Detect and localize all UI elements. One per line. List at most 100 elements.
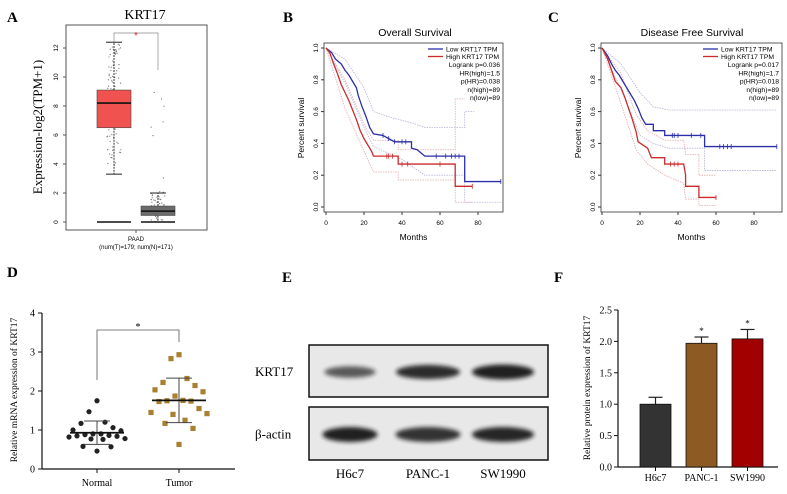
data-point (162, 191, 164, 193)
y-tick-label: 2 (53, 191, 60, 195)
y-tick-label: 12 (53, 44, 60, 52)
data-point (118, 77, 120, 79)
stat-label: n(low)=89 (749, 95, 779, 102)
x-axis-label: Months (400, 232, 428, 242)
ci-upper-line (325, 47, 465, 151)
panel-b-overall-survival: Overall Survival 0.0 0.2 0.4 0.6 0.8 1.0 0 20 40 6… (296, 27, 504, 242)
legend-label: Low KRT17 TPM (721, 47, 773, 54)
ci-lower-line (325, 47, 501, 203)
stat-label: p(HR)=0.038 (461, 79, 500, 86)
data-point (116, 141, 118, 143)
x-tick-label: SW1990 (730, 473, 765, 484)
data-point (117, 43, 120, 45)
chart-title: KRT17 (124, 8, 165, 23)
significance-star: * (745, 318, 750, 328)
data-point (163, 105, 165, 107)
significance-bracket (96, 329, 180, 380)
y-tick-label: 2.5 (600, 306, 613, 317)
data-point (156, 196, 158, 198)
data-point (160, 198, 162, 201)
plot-frame (65, 24, 208, 231)
panel-label: B (283, 10, 293, 26)
box-normal (140, 192, 176, 223)
data-point (109, 135, 111, 137)
data-point (120, 151, 122, 154)
data-point (107, 87, 109, 89)
y-tick-label: 0 (30, 465, 35, 476)
data-point (114, 128, 116, 130)
data-point (108, 56, 110, 58)
data-point (160, 219, 163, 221)
y-tick-label: 0 (53, 220, 60, 224)
ci-lower-line (325, 47, 473, 203)
data-point (176, 352, 182, 358)
survival-curve-high (601, 47, 716, 199)
data-point (115, 133, 117, 135)
data-point (109, 153, 111, 155)
data-point (86, 409, 92, 415)
data-point (150, 199, 152, 201)
chart-title: Disease Free Survival (641, 27, 744, 39)
panel-e-western-blot: KRT17 β-actin H6c7 PANC-1 SW1990 (255, 344, 549, 481)
x-tick-note: (num(T)=179; num(N)=171) (99, 245, 173, 251)
y-axis-label: Percent survival (573, 98, 583, 159)
y-tick-label: 4 (30, 309, 35, 320)
data-point (109, 48, 111, 50)
x-axis-label: Months (678, 232, 706, 242)
x-tick-label: 40 (398, 220, 406, 227)
lane-label: PANC-1 (406, 466, 450, 481)
y-tick-label: 0.0 (313, 202, 320, 211)
data-point (100, 436, 106, 442)
data-point (159, 191, 161, 193)
y-tick-label: 3 (30, 348, 35, 359)
data-point (158, 203, 161, 205)
y-tick-label: 0.8 (313, 75, 320, 84)
x-tick-label: 80 (750, 220, 758, 227)
data-point (111, 81, 114, 83)
data-point (118, 67, 120, 70)
y-tick-label: 2.0 (600, 337, 613, 348)
data-point (112, 60, 114, 62)
panel-label: E (282, 270, 292, 286)
data-point (152, 135, 154, 137)
data-point (204, 411, 210, 417)
blot-band (472, 364, 534, 380)
y-tick-label: 8 (53, 104, 60, 108)
data-point (161, 202, 163, 204)
significance-star: * (136, 322, 141, 333)
data-point (158, 196, 160, 198)
data-point (94, 398, 100, 404)
data-point (111, 134, 113, 136)
survival-curve-low (325, 47, 501, 183)
data-point (116, 52, 118, 54)
data-point (111, 157, 113, 159)
y-tick-label: 1.0 (313, 43, 320, 52)
data-point (164, 195, 166, 197)
bar-panc-1 (685, 342, 718, 468)
data-point (112, 149, 114, 151)
blot-band (472, 427, 534, 442)
data-point (150, 126, 152, 128)
data-point (111, 154, 113, 156)
data-point (107, 79, 109, 81)
x-tick-label: 20 (636, 220, 644, 227)
blot-band (395, 427, 461, 442)
significance-star: * (134, 31, 138, 42)
y-axis-label: Relative protein expression of KRT17 (582, 315, 593, 460)
data-point (153, 91, 155, 94)
x-tick-label: 20 (360, 220, 368, 227)
ci-upper-line (325, 47, 475, 128)
data-point (110, 425, 116, 431)
y-tick-label: 0.4 (313, 139, 320, 148)
box (96, 89, 132, 129)
data-point (148, 409, 154, 416)
data-point (70, 427, 76, 433)
data-point (114, 53, 116, 55)
plot-frame (600, 42, 783, 213)
x-tick-label: 80 (474, 220, 482, 227)
box-tumor (96, 41, 132, 223)
data-point (111, 46, 113, 48)
data-point (108, 75, 110, 77)
y-tick-label: 1 (30, 426, 35, 437)
data-point (110, 69, 112, 72)
